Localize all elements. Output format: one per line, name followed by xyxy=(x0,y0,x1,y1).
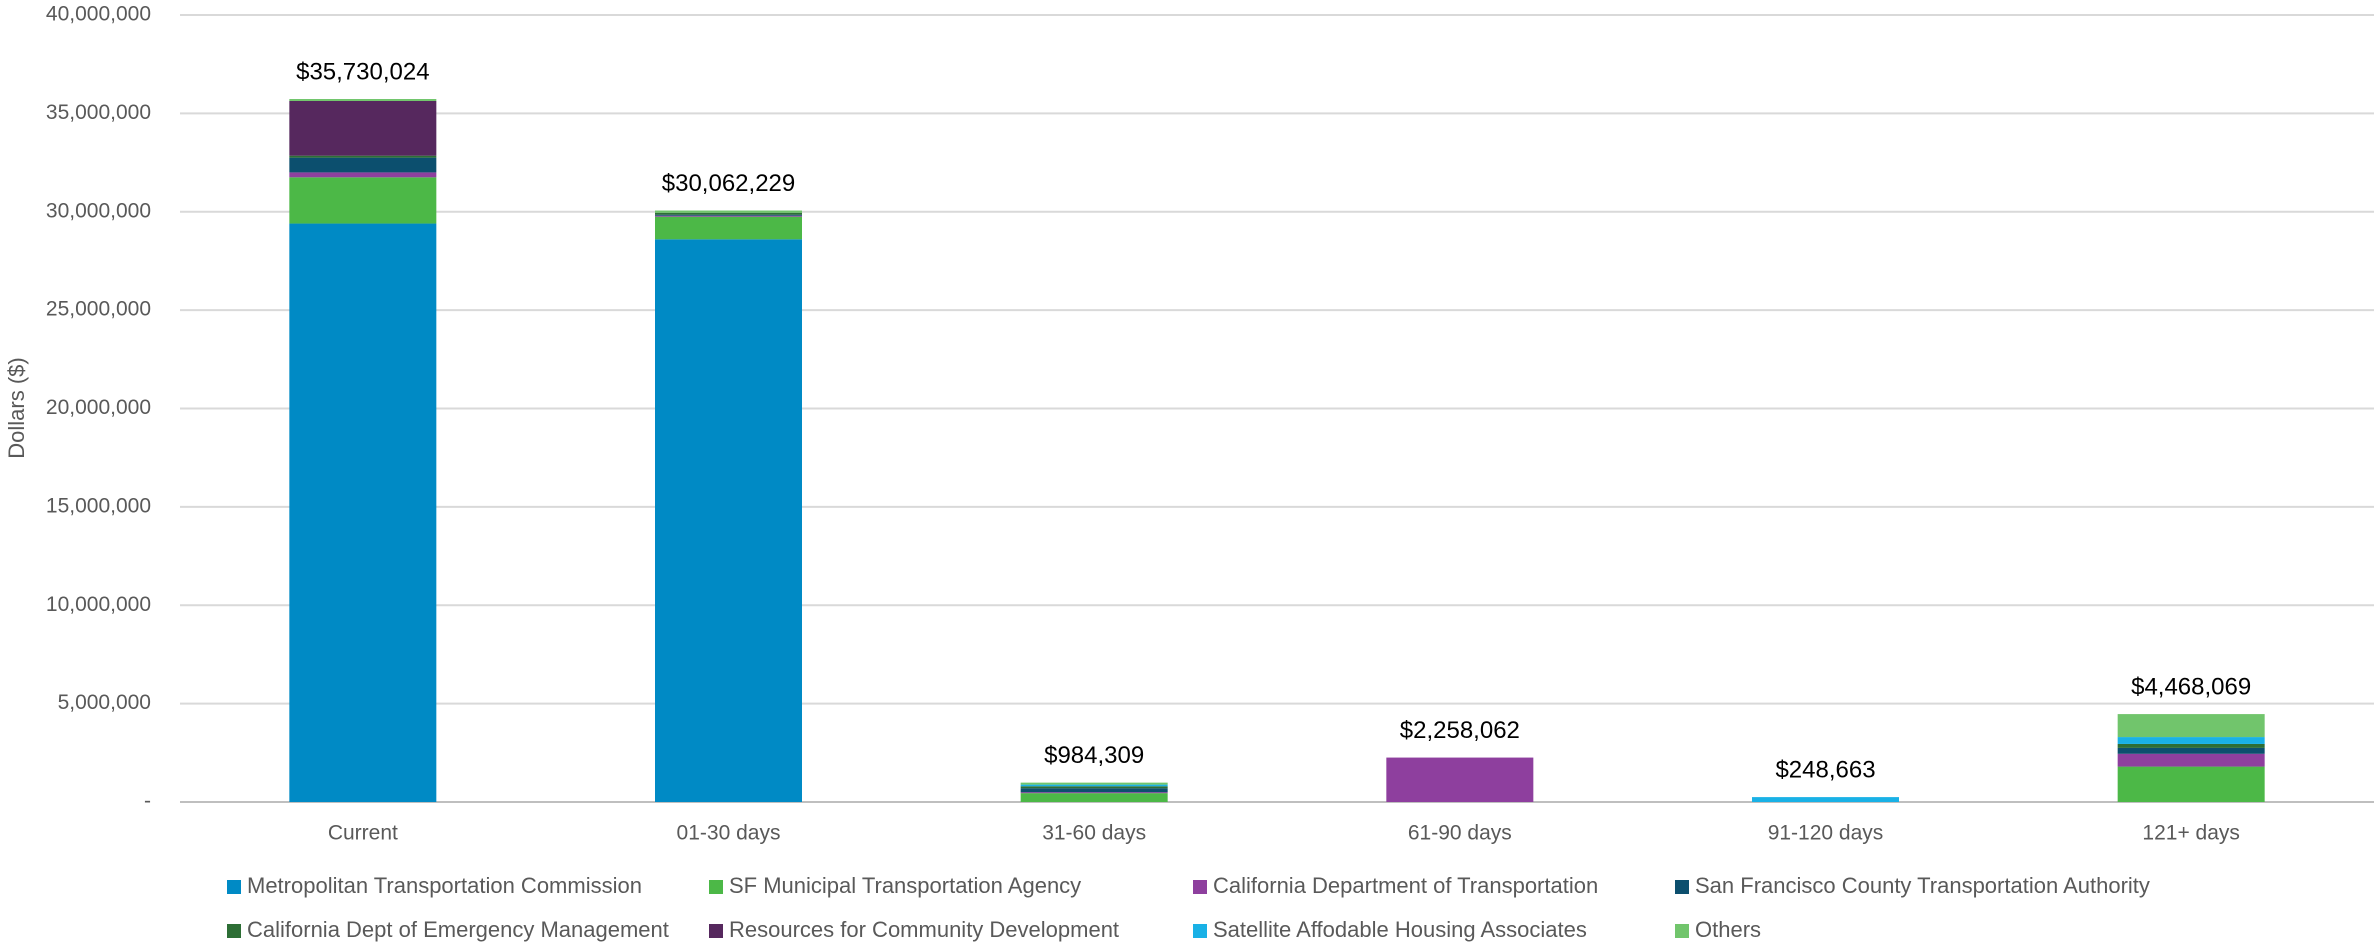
legend-swatch xyxy=(227,880,241,894)
bar-segment xyxy=(289,172,437,178)
bar-segment xyxy=(1020,786,1168,789)
bar-segment xyxy=(289,177,437,224)
legend-swatch xyxy=(227,924,241,938)
bar-segment xyxy=(2117,747,2265,754)
bar-segment xyxy=(655,216,802,240)
legend-swatch xyxy=(709,880,723,894)
legend-label: California Dept of Emergency Management xyxy=(247,917,669,942)
bar-segment xyxy=(1020,793,1168,802)
y-tick-label: 5,000,000 xyxy=(58,691,151,714)
x-tick-label: Current xyxy=(328,822,398,845)
total-label: $2,258,062 xyxy=(1400,717,1520,744)
x-tick-label: 31-60 days xyxy=(1042,822,1146,845)
legend-swatch xyxy=(1193,880,1207,894)
x-tick-label: 01-30 days xyxy=(677,822,781,845)
bar-segment xyxy=(655,214,802,216)
y-tick-label: 40,000,000 xyxy=(46,3,151,26)
bar-segment xyxy=(655,212,802,215)
total-label: $35,730,024 xyxy=(296,58,429,85)
y-tick-label: 30,000,000 xyxy=(46,199,151,222)
legend-swatch xyxy=(1675,880,1689,894)
bar-segment xyxy=(2117,753,2265,767)
bar-segment xyxy=(1020,792,1168,794)
total-label: $984,309 xyxy=(1044,742,1144,769)
bar-segment xyxy=(2117,766,2265,802)
x-tick-label: 91-120 days xyxy=(1768,822,1884,845)
legend-label: Satellite Affodable Housing Associates xyxy=(1213,917,1587,942)
bar-segment xyxy=(1020,784,1168,787)
bar-segment xyxy=(289,157,437,173)
total-label: $248,663 xyxy=(1775,756,1875,783)
legend-swatch xyxy=(709,924,723,938)
y-tick-label: 10,000,000 xyxy=(46,593,151,616)
bar-segment xyxy=(1020,788,1168,793)
bar-segment xyxy=(655,239,802,803)
legend-label: California Department of Transportation xyxy=(1213,873,1598,898)
y-tick-label: - xyxy=(144,790,151,813)
bar-segment xyxy=(655,210,802,213)
bar-segment xyxy=(289,100,437,156)
y-tick-label: 25,000,000 xyxy=(46,298,151,321)
bar-segment xyxy=(2117,737,2265,744)
bar-segment xyxy=(2117,743,2265,748)
y-tick-label: 15,000,000 xyxy=(46,494,151,517)
legend-label: San Francisco County Transportation Auth… xyxy=(1695,873,2150,898)
y-tick-label: 35,000,000 xyxy=(46,101,151,124)
y-tick-label: 20,000,000 xyxy=(46,396,151,419)
bar-segment xyxy=(2117,714,2265,738)
legend-label: Others xyxy=(1695,917,1761,942)
legend-swatch xyxy=(1675,924,1689,938)
bar-segment xyxy=(1752,797,1899,802)
bar-segment xyxy=(289,155,437,158)
y-axis-title: Dollars ($) xyxy=(4,357,29,458)
legend-label: Metropolitan Transportation Commission xyxy=(247,873,642,898)
bar-segment xyxy=(289,99,437,101)
legend-label: SF Municipal Transportation Agency xyxy=(729,873,1081,898)
x-tick-label: 121+ days xyxy=(2142,822,2240,845)
legend-swatch xyxy=(1193,924,1207,938)
total-label: $30,062,229 xyxy=(662,170,795,197)
bar-segment xyxy=(1020,782,1168,785)
bar-segment xyxy=(1386,757,1534,802)
total-label: $4,468,069 xyxy=(2131,673,2251,700)
legend-label: Resources for Community Development xyxy=(729,917,1119,942)
bar-segment xyxy=(289,223,437,802)
bar-segment xyxy=(655,215,802,217)
x-tick-label: 61-90 days xyxy=(1408,822,1512,845)
